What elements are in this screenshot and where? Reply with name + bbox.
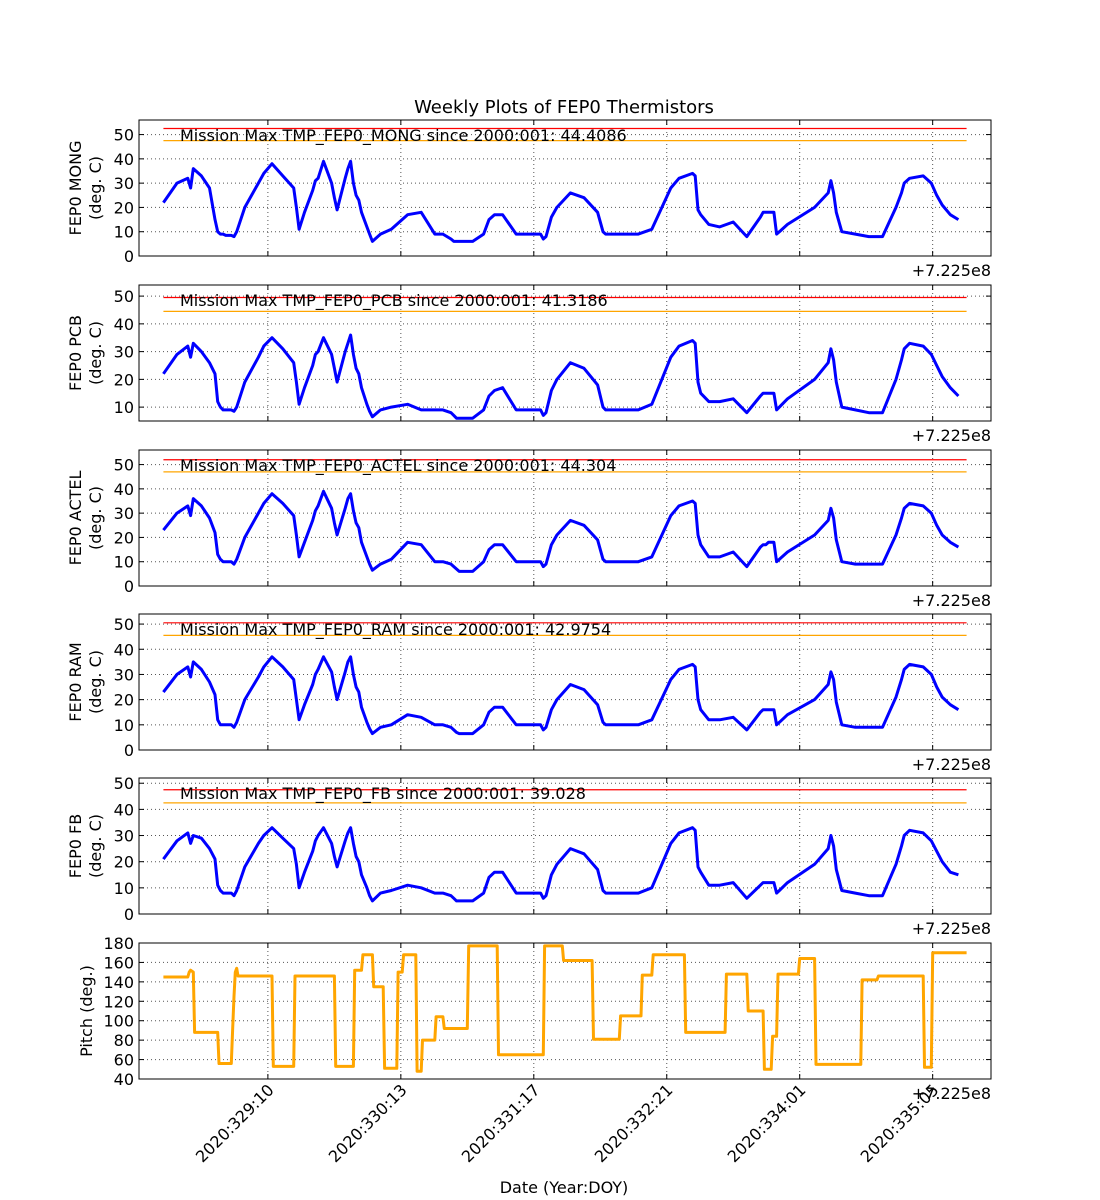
y-axis-label-line: FEP0 ACTEL	[66, 470, 85, 565]
y-tick-label: 50	[114, 126, 134, 145]
y-tick-label: 50	[114, 774, 134, 793]
x-tick-label: 2020:329:10	[192, 1080, 278, 1166]
y-tick-label: 0	[124, 247, 134, 266]
x-tick-label: 2020:331:17	[458, 1080, 544, 1166]
axes-frame	[138, 942, 992, 1080]
y-tick-label: 50	[114, 456, 134, 475]
y-tick-label: 40	[114, 640, 134, 659]
y-tick-label: 10	[114, 223, 134, 242]
y-tick-label: 20	[114, 198, 134, 217]
x-tick-label: 2020:334:01	[724, 1080, 810, 1166]
panel-3: 0 10 20 30 40 50 Mission Max TMP_FEP0_RAM sinc…	[66, 613, 992, 774]
y-tick-label: 30	[114, 174, 134, 193]
y-tick-label: 50	[114, 287, 134, 306]
y-axis-label-line: FEP0 MONG	[66, 141, 85, 236]
y-tick-label: 0	[124, 905, 134, 924]
x-offset-label: +7.225e8	[912, 426, 991, 445]
y-axis-label-line: FEP0 RAM	[66, 642, 85, 721]
temperature-series-line	[162, 826, 959, 903]
y-tick-label: 30	[114, 665, 134, 684]
y-tick-label: 20	[114, 853, 134, 872]
y-tick-label: 180	[103, 934, 134, 953]
y-tick-label: 40	[114, 1070, 134, 1089]
mission-max-annotation: Mission Max TMP_FEP0_RAM since 2000:001:…	[180, 620, 611, 640]
y-tick-label: 40	[114, 150, 134, 169]
mission-max-annotation: Mission Max TMP_FEP0_PCB since 2000:001:…	[180, 291, 608, 311]
mission-max-annotation: Mission Max TMP_FEP0_MONG since 2000:001…	[180, 126, 627, 146]
y-tick-label: 40	[114, 480, 134, 499]
y-axis-label-line: Pitch (deg.)	[77, 965, 96, 1057]
y-tick-label: 10	[114, 716, 134, 735]
y-tick-label: 160	[103, 953, 134, 972]
panel-0: 0 10 20 30 40 50 Mission Max TMP_FEP0_MONG sin…	[66, 119, 992, 280]
x-tick-label: 2020:332:21	[591, 1080, 677, 1166]
temperature-series-line	[162, 333, 960, 420]
y-tick-label: 60	[114, 1051, 134, 1070]
temperature-series-line	[162, 489, 960, 573]
figure-title: Weekly Plots of FEP0 Thermistors	[414, 97, 714, 118]
y-axis-label-line: (deg. C)	[86, 650, 105, 714]
temperature-series-line	[162, 655, 960, 736]
y-axis-label: Pitch (deg.)	[77, 965, 96, 1057]
y-tick-label: 30	[114, 343, 134, 362]
x-offset-label: +7.225e8	[912, 919, 991, 938]
y-tick-label: 20	[114, 691, 134, 710]
temperature-series-line	[162, 159, 960, 243]
y-axis-label-line: (deg. C)	[86, 321, 105, 385]
thermistor-panels: 0 10 20 30 40 50 Mission Max TMP_FEP0_MONG sin…	[66, 119, 992, 1103]
y-tick-label: 20	[114, 370, 134, 389]
y-tick-label: 120	[103, 992, 134, 1011]
axes-frame	[138, 449, 992, 587]
y-tick-label: 40	[114, 315, 134, 334]
axes-frame	[138, 613, 992, 751]
y-axis-label: FEP0 ACTEL(deg. C)	[66, 470, 105, 565]
y-tick-label: 140	[103, 973, 134, 992]
axes-frame	[138, 777, 992, 915]
y-tick-label: 30	[114, 504, 134, 523]
y-axis-label: FEP0 FB(deg. C)	[66, 814, 105, 878]
y-tick-label: 30	[114, 827, 134, 846]
x-axis-label: Date (Year:DOY)	[500, 1178, 629, 1197]
y-axis-label-line: (deg. C)	[86, 814, 105, 878]
y-axis-label-line: (deg. C)	[86, 486, 105, 550]
axes-frame	[138, 119, 992, 257]
y-axis-label: FEP0 RAM(deg. C)	[66, 642, 105, 721]
pitch-series-line	[163, 944, 967, 1073]
y-tick-label: 0	[124, 741, 134, 760]
panel-2: 0 10 20 30 40 50 Mission Max TMP_FEP0_ACTEL si…	[66, 449, 992, 610]
x-offset-label: +7.225e8	[912, 261, 991, 280]
mission-max-annotation: Mission Max TMP_FEP0_FB since 2000:001: …	[180, 784, 586, 804]
y-tick-label: 10	[114, 879, 134, 898]
axes-frame	[138, 284, 992, 422]
panel-4: 0 10 20 30 40 50 Mission Max TMP_FEP0_FB since…	[66, 774, 992, 938]
y-tick-label: 50	[114, 615, 134, 634]
x-offset-label: +7.225e8	[912, 1084, 991, 1103]
y-tick-label: 0	[124, 577, 134, 596]
x-offset-label: +7.225e8	[912, 591, 991, 610]
x-offset-label: +7.225e8	[912, 755, 991, 774]
y-tick-label: 80	[114, 1031, 134, 1050]
y-axis-label-line: FEP0 FB	[66, 814, 85, 878]
y-axis-label-line: FEP0 PCB	[66, 315, 85, 391]
y-tick-label: 10	[114, 553, 134, 572]
y-axis-label-line: (deg. C)	[86, 156, 105, 220]
y-tick-label: 10	[114, 398, 134, 417]
x-tick-labels: 2020:329:10 2020:330:13 2020:331:17 2020:33…	[192, 1080, 943, 1166]
x-tick-label: 2020:330:13	[325, 1080, 411, 1166]
y-axis-label: FEP0 PCB(deg. C)	[66, 315, 105, 391]
mission-max-annotation: Mission Max TMP_FEP0_ACTEL since 2000:00…	[180, 456, 616, 476]
y-tick-label: 100	[103, 1012, 134, 1031]
x-tick-label: 2020:335:05	[857, 1080, 943, 1166]
y-tick-label: 20	[114, 528, 134, 547]
y-tick-label: 40	[114, 800, 134, 819]
y-axis-label: FEP0 MONG(deg. C)	[66, 141, 105, 236]
panel-1: 10 20 30 40 50 Mission Max TMP_FEP0_PCB since…	[66, 284, 992, 445]
